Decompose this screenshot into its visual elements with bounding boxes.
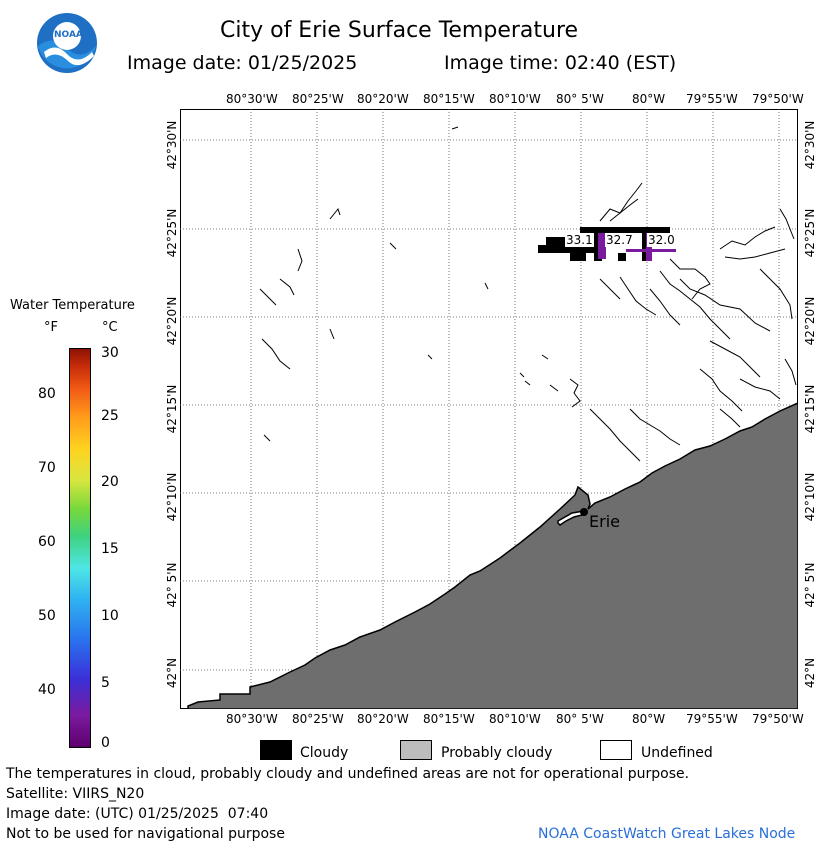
map-canvas — [180, 109, 798, 709]
unit-celsius: °C — [102, 320, 118, 335]
lat-tick: 42°25'N — [165, 208, 179, 258]
lat-tick: 42° 5'N — [803, 562, 817, 608]
f-tick: 40 — [38, 682, 56, 698]
legend-label-probably-cloudy: Probably cloudy — [441, 745, 553, 761]
legend-swatch-cloudy — [260, 740, 292, 760]
temp-label: 33.1 — [565, 233, 594, 247]
image-date-utc: Image date: (UTC) 01/25/2025 07:40 — [6, 806, 269, 822]
image-date: Image date: 01/25/2025 — [127, 52, 358, 74]
c-tick: 30 — [101, 345, 119, 361]
lat-tick: 42°30'N — [165, 120, 179, 170]
lon-tick: 80°25'W — [292, 712, 344, 726]
navigation-note: Not to be used for navigational purpose — [6, 826, 285, 842]
erie-city-marker — [580, 508, 588, 516]
legend-swatch-undefined — [600, 740, 632, 760]
lon-tick: 79°55'W — [686, 712, 738, 726]
lon-tick: 80°10'W — [489, 712, 541, 726]
f-tick: 70 — [38, 460, 56, 476]
c-tick: 20 — [101, 474, 119, 490]
lon-tick: 80°20'W — [357, 712, 409, 726]
colorbar — [69, 348, 91, 748]
c-tick: 10 — [101, 608, 119, 624]
c-tick: 15 — [101, 541, 119, 557]
f-tick: 50 — [38, 608, 56, 624]
contour-lines — [259, 126, 797, 462]
lon-tick: 80°W — [632, 712, 666, 726]
colorbar-title: Water Temperature — [10, 298, 135, 313]
satellite-info: Satellite: VIIRS_N20 — [6, 786, 145, 802]
unit-fahrenheit: °F — [44, 320, 58, 335]
lat-tick: 42°10'N — [165, 472, 179, 522]
lat-tick: 42°N — [803, 657, 817, 689]
credit-link[interactable]: NOAA CoastWatch Great Lakes Node — [538, 826, 796, 842]
lon-tick: 79°50'W — [752, 92, 804, 106]
noaa-logo: NOAA — [36, 12, 98, 74]
legend-swatch-probably-cloudy — [400, 740, 432, 760]
lat-tick: 42°15'N — [803, 384, 817, 434]
lat-tick: 42°N — [165, 657, 179, 689]
f-tick: 60 — [38, 534, 56, 550]
legend-label-undefined: Undefined — [641, 745, 713, 761]
page-title: City of Erie Surface Temperature — [220, 18, 579, 43]
lon-tick: 80° 5'W — [556, 92, 604, 106]
temp-label: 32.0 — [647, 233, 676, 247]
lon-tick: 80°15'W — [423, 712, 475, 726]
lat-tick: 42°20'N — [165, 296, 179, 346]
lon-tick: 80°W — [632, 92, 666, 106]
lon-tick: 80°20'W — [357, 92, 409, 106]
lon-tick: 80°30'W — [226, 92, 278, 106]
lat-tick: 42°25'N — [803, 208, 817, 258]
lon-tick: 80°15'W — [423, 92, 475, 106]
legend-label-cloudy: Cloudy — [300, 745, 349, 761]
city-label: Erie — [589, 512, 620, 531]
lon-tick: 80°25'W — [292, 92, 344, 106]
lon-tick: 79°50'W — [752, 712, 804, 726]
lon-tick: 79°55'W — [686, 92, 738, 106]
lon-tick: 80° 5'W — [556, 712, 604, 726]
lat-tick: 42°30'N — [803, 120, 817, 170]
land-area — [187, 402, 798, 709]
lon-tick: 80°30'W — [226, 712, 278, 726]
disclaimer: The temperatures in cloud, probably clou… — [6, 766, 690, 782]
temp-label: 32.7 — [605, 233, 634, 247]
lon-tick: 80°10'W — [489, 92, 541, 106]
lat-tick: 42°15'N — [165, 384, 179, 434]
lat-tick: 42° 5'N — [165, 562, 179, 608]
c-tick: 25 — [101, 408, 119, 424]
f-tick: 80 — [38, 386, 56, 402]
logo-text: NOAA — [54, 30, 83, 40]
presque-isle — [557, 510, 586, 526]
lat-tick: 42°10'N — [803, 472, 817, 522]
lat-tick: 42°20'N — [803, 296, 817, 346]
image-time: Image time: 02:40 (EST) — [444, 52, 677, 74]
c-tick: 5 — [101, 675, 110, 691]
c-tick: 0 — [101, 735, 110, 751]
